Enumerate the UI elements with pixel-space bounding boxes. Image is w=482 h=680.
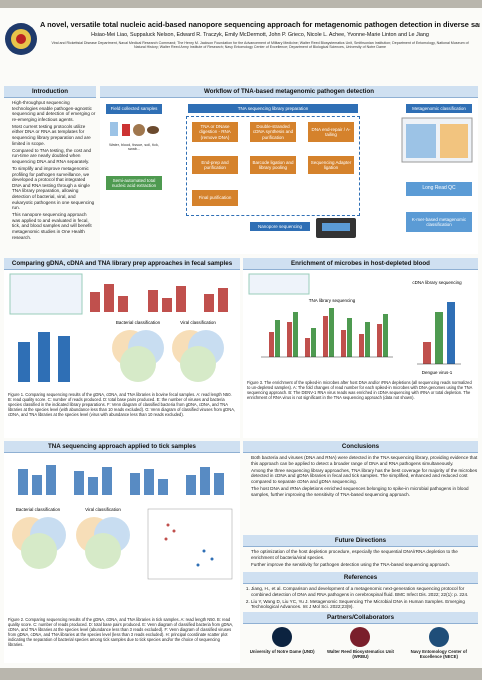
partners: Partners/Collaborators University of Not… <box>243 612 478 664</box>
logo <box>5 23 37 55</box>
list-item: Further improve the sensitivity for path… <box>251 562 478 568</box>
partner-name: Walter Reed Biosystematics Unit (WRBU) <box>327 649 394 659</box>
reference-list: Jiang, H., et al. Comparison and develop… <box>243 586 478 610</box>
bullet-list: The optimization of the host depletion p… <box>243 549 478 567</box>
list-item: This nanopore sequencing approach was ap… <box>12 212 96 240</box>
list-item: The host DNA and rRNA depletions enriche… <box>251 486 478 497</box>
partner: Navy Entomology Center of Excellence (NE… <box>404 627 474 659</box>
panel-label: Dengue virus-1 <box>422 370 453 375</box>
references: References Jiang, H., et al. Comparison … <box>243 572 478 610</box>
conclusions: Conclusions Both bacteria and viruses (D… <box>243 441 478 533</box>
panel-label: Bacterial classification <box>116 320 161 325</box>
panel-label: Bacterial classification <box>16 507 61 512</box>
partner-logo <box>350 627 371 647</box>
partner-name: Navy Entomology Center of Excellence (NE… <box>410 649 467 659</box>
box: Double-stranded cDNA synthesis and purif… <box>250 122 296 142</box>
list-item: Liu Y, Wang D, Liu YC, Yu J. Metagenomic… <box>251 599 478 610</box>
partner-logo <box>272 627 293 647</box>
screenshot-icon <box>401 117 473 163</box>
panel-label: TNA library sequencing <box>309 298 356 303</box>
panel-label: Viral classification <box>85 507 121 512</box>
section-header: TNA sequencing approach applied to tick … <box>4 441 240 453</box>
box: TNA sequencing library preparation <box>188 104 358 113</box>
box: End-prep and purification <box>192 156 238 174</box>
caption: Figure 3. The enrichment of the spiked-i… <box>247 380 473 400</box>
affiliations: Viral and Rickettsial Disease Department… <box>51 41 469 50</box>
list-item: Compared to TNA testing, the cost and ru… <box>12 148 96 165</box>
frame <box>186 116 360 216</box>
bullet-list: Both bacteria and viruses (DNA and RNA) … <box>243 455 478 497</box>
box: Sequencing Adapter ligation <box>308 156 354 174</box>
figure: Bacterial classification Viral classific… <box>12 465 233 580</box>
title: A novel, versatile total nucleic acid-ba… <box>40 20 480 29</box>
workflow: Workflow of TNA-based metagenomic pathog… <box>100 86 478 254</box>
list-item: To simplify and improve metagenomic prof… <box>12 166 96 211</box>
list-item: Most current testing protocols utilize e… <box>12 124 96 146</box>
section-header: Comparing gDNA, cDNA and TNA library pre… <box>4 258 240 270</box>
list-item: Both bacteria and viruses (DNA and RNA) … <box>251 455 478 466</box>
blood-section: Enrichment of microbes in host-depleted … <box>243 258 478 438</box>
section-header: Workflow of TNA-based metagenomic pathog… <box>100 86 478 98</box>
partner-name: University of Notre Dame (UND) <box>249 649 315 654</box>
box: Barcode ligation and library pooling <box>250 156 296 174</box>
fecal-section: Comparing gDNA, cDNA and TNA library pre… <box>4 258 240 438</box>
section-header: Conclusions <box>243 441 478 453</box>
panel-label: Viral classification <box>180 320 216 325</box>
box: Metagenomic classification <box>406 104 472 113</box>
introduction: Introduction High-throughput sequencing … <box>4 86 96 256</box>
partner-logo <box>428 627 449 647</box>
box: DNA end-repair / A-tailing <box>308 122 354 142</box>
panel-label: cDNA library sequencing <box>412 280 462 285</box>
caption: Figure 2. Comparing sequencing results o… <box>8 617 234 647</box>
list-item: The optimization of the host depletion p… <box>251 549 478 560</box>
partner: University of Notre Dame (UND) <box>247 627 317 659</box>
section-header: Partners/Collaborators <box>243 612 478 624</box>
bullet-list: High-throughput sequencing technologies … <box>4 100 96 240</box>
box: Nanopore sequencing <box>250 222 310 231</box>
poster: A novel, versatile total nucleic acid-ba… <box>0 8 482 668</box>
samples-label: Water, blood, tissue, soil, tick, swab..… <box>109 143 159 151</box>
authors: Hsiao-Mei Liao, Suppaluck Nelson, Edward… <box>91 32 429 38</box>
future: Future Directions The optimization of th… <box>243 535 478 571</box>
section-header: References <box>243 572 478 584</box>
box: Final purification <box>192 190 238 206</box>
partner: Walter Reed Biosystematics Unit (WRBU) <box>325 627 395 659</box>
figure: Bacterial classification Viral classific… <box>9 273 228 382</box>
list-item: High-throughput sequencing technologies … <box>12 100 96 122</box>
box: Field collected samples <box>106 104 162 114</box>
list-item: Among the three sequencing library appro… <box>251 468 478 485</box>
section-header: Future Directions <box>243 535 478 547</box>
box: Semi-automated total nucleic acid extrac… <box>106 176 162 190</box>
box: TNA or DNase digestion - RNA (remove DNA… <box>192 122 238 142</box>
partner-row: University of Notre Dame (UND) Walter Ree… <box>243 627 478 659</box>
figure: TNA library sequencing cDNA library sequ… <box>248 273 462 375</box>
section-header: Enrichment of microbes in host-depleted … <box>243 258 478 270</box>
box: K-mer-based metagenomic classification <box>406 212 472 232</box>
box: Long Read QC <box>406 182 472 196</box>
caption: Figure 1. Comparing sequencing results o… <box>8 392 236 417</box>
sequencer-icon <box>316 218 356 238</box>
sample-icons <box>110 122 159 136</box>
list-item: Jiang, H., et al. Comparison and develop… <box>251 586 478 597</box>
section-header: Introduction <box>4 86 96 98</box>
tick-section: TNA sequencing approach applied to tick … <box>4 441 240 663</box>
